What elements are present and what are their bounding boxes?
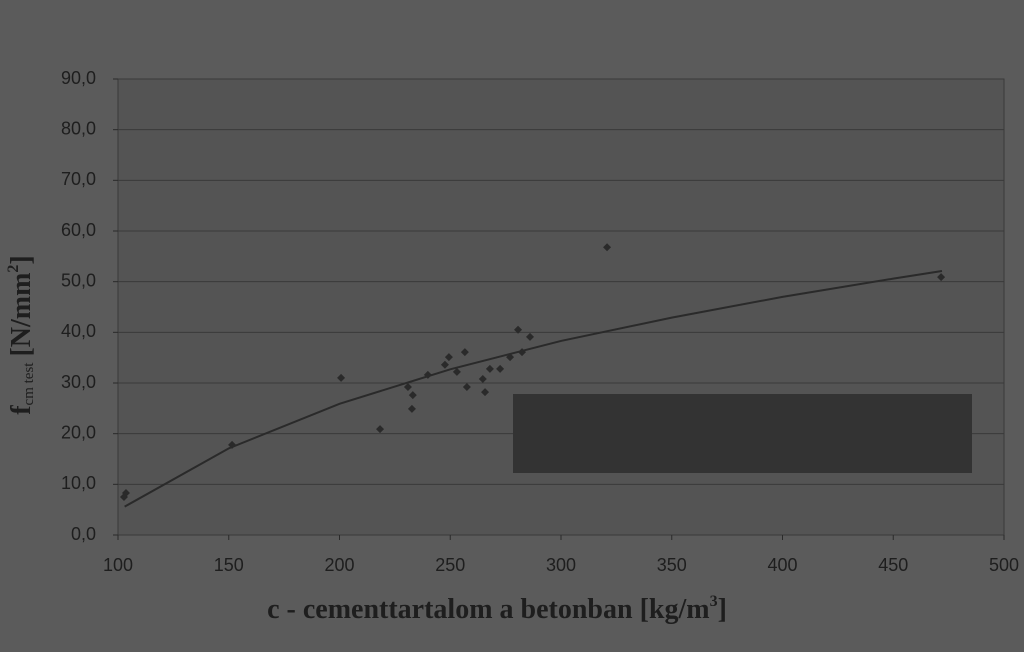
point [603,243,612,252]
point [485,364,494,373]
y-tick-label: 90,0 [61,68,96,88]
point [496,364,505,373]
point [337,373,346,382]
x-tick-label: 150 [214,555,244,575]
point [481,388,490,397]
point [460,348,469,357]
point [376,425,385,434]
y-tick-label: 80,0 [61,118,96,138]
point [525,332,534,341]
y-tick-label: 50,0 [61,270,96,290]
point [478,374,487,383]
x-tick-label: 400 [767,555,797,575]
point [452,367,461,376]
x-tick-label: 200 [324,555,354,575]
point [462,383,471,392]
x-tick-label: 500 [989,555,1019,575]
x-tick-label: 100 [103,555,133,575]
x-axis-label: c - cementtartalom a betonban [kg/m3] [267,593,727,626]
overlay-box [513,394,972,473]
x-tick-label: 350 [657,555,687,575]
y-tick-label: 0,0 [71,524,96,544]
point [408,391,417,400]
y-tick-label: 10,0 [61,473,96,493]
x-tick-label: 300 [546,555,576,575]
point [937,273,946,282]
x-tick-label: 450 [878,555,908,575]
point [440,360,449,369]
y-tick-label: 20,0 [61,422,96,442]
point [121,488,130,497]
point [403,383,412,392]
point [514,325,523,334]
y-tick-label: 70,0 [61,169,96,189]
y-tick-label: 60,0 [61,220,96,240]
x-tick-label: 250 [435,555,465,575]
trend-line [124,270,943,508]
y-axis-label: fcm test[N/mm2] [5,255,38,415]
point [407,404,416,413]
y-tick-label: 30,0 [61,372,96,392]
point [444,353,453,362]
y-tick-label: 40,0 [61,321,96,341]
